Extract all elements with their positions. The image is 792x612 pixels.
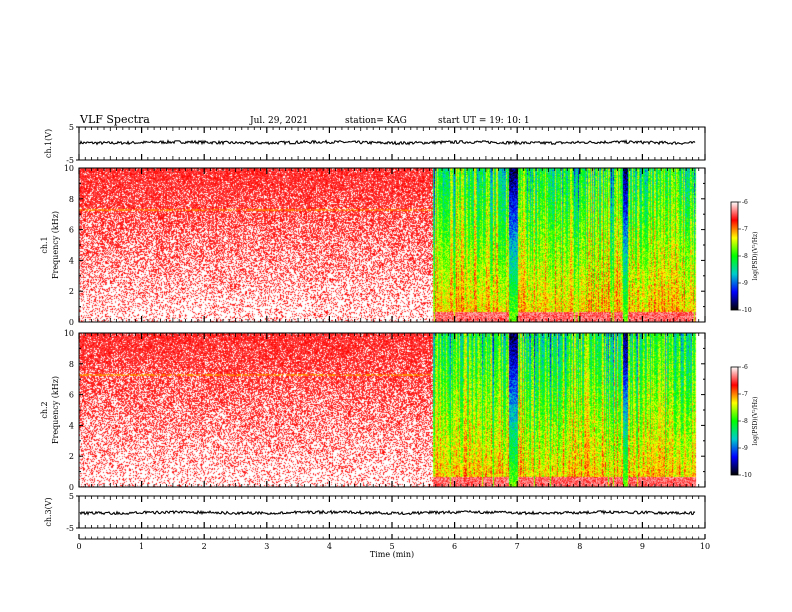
x-tick-label: 6 [452,542,457,551]
spectrogram-image [79,168,705,322]
colorbar-tick-label: -6 [742,199,748,206]
y-tick-label: 0 [69,318,74,327]
x-tick-label: 5 [389,542,394,551]
x-tick-label: 3 [264,542,269,551]
panel-ch1-waveform: 5 -5 ch.1(V) [44,123,706,165]
y-tick-label: 8 [69,360,74,369]
colorbar-tick-label: -8 [742,418,748,425]
colorbar-tick-label: -7 [742,391,748,398]
colorbar-bar [730,201,739,311]
colorbar-bar [730,366,739,476]
x-tick-label: 7 [515,542,520,551]
panel-ch1-spectrogram: 0 2 4 6 8 10 ch.1 Frequency (kHz) -6 -7 -8 -9 -10 log… [40,164,759,327]
y-tick-label: 8 [69,195,74,204]
x-tick-label: 2 [202,542,207,551]
colorbar: -6 -7 -8 -9 -10 log(PSD)(V²/Hz) [730,364,759,479]
panel-ch3-waveform: 5 -5 ch.3(V) [44,492,706,533]
colorbar: -6 -7 -8 -9 -10 log(PSD)(V²/Hz) [730,199,759,314]
y-tick-label: 2 [69,452,74,461]
waveform-line [79,139,696,146]
y-tick-label: 6 [69,226,74,235]
x-tick-label: 8 [577,542,582,551]
x-tick-label: 4 [327,542,332,551]
colorbar-tick-label: -10 [742,472,752,479]
panel-ch2-spectrogram: 0 2 4 6 8 10 ch.2 Frequency (kHz) -6 -7 -8 -9 -10 log… [40,329,759,492]
x-tick-label: 0 [76,542,81,551]
colorbar-tick-label: -7 [742,226,748,233]
y-tick-label: 6 [69,391,74,400]
colorbar-tick-label: -6 [742,364,748,371]
chart-title: VLF Spectra [79,113,150,126]
y-tick-label: 4 [69,421,74,430]
y-axis-label: ch.3(V) [44,497,53,526]
y-tick-label: -5 [66,156,74,165]
y-tick-label: -5 [66,524,74,533]
y-tick-label: 2 [69,287,74,296]
y-axis-label: ch.1(V) [44,129,53,158]
colorbar-tick-label: -8 [742,253,748,260]
colorbar-tick-label: -10 [742,307,752,314]
x-axis-label: Time (min) [370,550,414,559]
y-tick-label: 5 [69,492,74,501]
y-tick-label: 5 [69,123,74,132]
header-date: Jul. 29, 2021 [249,116,308,126]
time-axis: 0 1 2 3 4 5 6 7 8 9 10 [76,534,710,551]
y-axis-label-frequency: Frequency (kHz) [51,211,60,279]
colorbar-label: log(PSD)(V²/Hz) [752,232,759,281]
colorbar-tick-label: -9 [742,445,748,452]
y-tick-label: 4 [69,256,74,265]
y-axis-label-frequency: Frequency (kHz) [51,376,60,444]
spectrogram-image [79,333,705,487]
colorbar-tick-label: -9 [742,280,748,287]
x-tick-label: 10 [700,542,710,551]
y-axis-label-channel: ch.2 [40,401,49,418]
colorbar-label: log(PSD)(V²/Hz) [752,397,759,446]
x-tick-label: 1 [139,542,144,551]
y-axis-label-channel: ch.1 [40,236,49,253]
x-tick-label: 9 [640,542,645,551]
y-tick-label: 10 [64,164,74,173]
y-tick-label: 0 [69,483,74,492]
header-station: station= KAG [345,116,407,126]
waveform-line [79,509,696,516]
y-tick-label: 10 [64,329,74,338]
header-start-time: start UT = 19: 10: 1 [438,116,530,126]
